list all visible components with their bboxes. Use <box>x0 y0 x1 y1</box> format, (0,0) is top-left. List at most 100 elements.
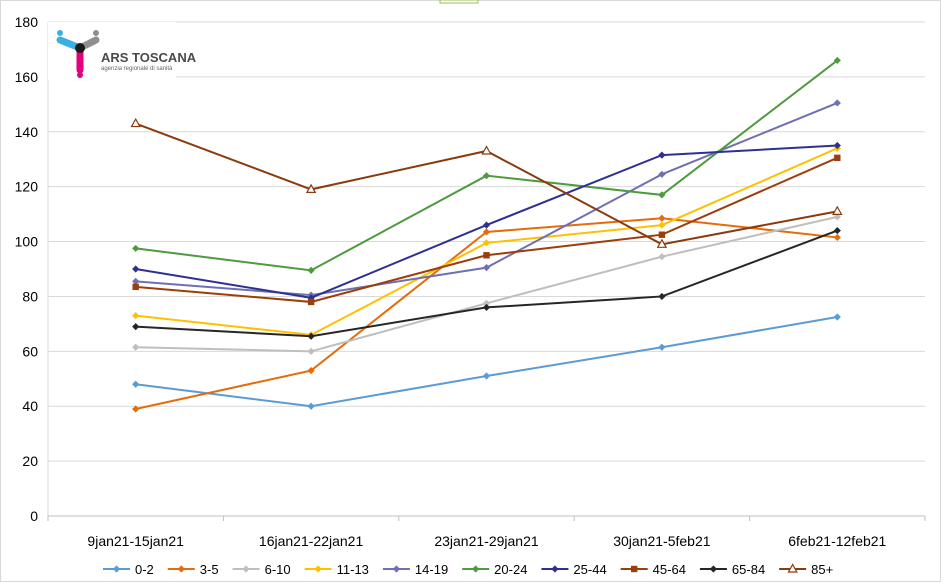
y-tick-label: 80 <box>22 288 38 304</box>
data-point <box>307 366 315 375</box>
y-tick-label: 20 <box>22 453 38 469</box>
data-point <box>658 343 666 351</box>
data-point <box>307 332 315 340</box>
legend-label: 0-2 <box>135 562 154 577</box>
legend-item: 25-44 <box>541 562 607 577</box>
legend-item: 11-13 <box>304 562 369 577</box>
logo-title: ARS TOSCANA <box>101 50 197 65</box>
y-tick-label: 40 <box>22 398 38 414</box>
data-point <box>482 221 491 229</box>
data-point <box>132 343 140 351</box>
data-point <box>132 283 139 291</box>
legend-item: 65-84 <box>699 562 765 577</box>
logo-cyan-dot <box>57 30 63 36</box>
x-tick-label: 6feb21-12feb21 <box>788 533 886 549</box>
legend-label: 20-24 <box>494 562 527 577</box>
data-point <box>658 191 666 199</box>
data-point <box>832 205 843 215</box>
legend: 0-2 3-5 6-10 11-13 14-19 20-24 25-44 45-64 65-84… <box>103 562 833 577</box>
x-tick-label: 23jan21-29jan21 <box>434 533 539 549</box>
legend-label: 65-84 <box>732 562 765 577</box>
legend-marker <box>787 563 798 573</box>
data-point <box>833 213 841 221</box>
data-point <box>132 405 140 413</box>
y-tick-label: 140 <box>15 124 39 140</box>
series-65-84 <box>132 226 841 340</box>
series-20-24 <box>132 56 841 274</box>
legend-marker <box>177 565 185 573</box>
data-point <box>482 172 491 180</box>
series-3-5 <box>132 214 841 413</box>
legend-marker <box>242 565 250 573</box>
series-25-44 <box>132 141 841 302</box>
series-85+ <box>130 117 843 248</box>
data-point <box>834 154 841 162</box>
data-point <box>833 99 841 107</box>
data-point <box>481 145 492 155</box>
data-point <box>833 313 841 321</box>
y-tick-label: 0 <box>30 508 38 524</box>
data-point <box>307 347 315 355</box>
legend-label: 25-44 <box>573 562 606 577</box>
y-tick-label: 180 <box>15 14 39 30</box>
data-point <box>658 221 666 229</box>
x-tick-label: 9jan21-15jan21 <box>87 533 184 549</box>
data-point <box>482 372 491 380</box>
legend-label: 45-64 <box>653 562 686 577</box>
data-point <box>132 323 140 331</box>
data-point <box>130 117 141 128</box>
data-point <box>132 277 140 285</box>
legend-marker <box>551 565 559 573</box>
legend-item: 3-5 <box>167 562 219 577</box>
legend-item: 14-19 <box>382 562 448 577</box>
logo-gray-dot <box>93 30 99 36</box>
data-point <box>307 294 315 302</box>
axes: 0 20 40 60 80 100 120 140 160 180 9jan21-15jan21 16… <box>15 14 926 549</box>
y-tick-label: 160 <box>15 69 39 85</box>
logo-center-dot <box>75 43 85 53</box>
data-point <box>658 151 666 159</box>
legend-marker <box>709 565 718 573</box>
data-point <box>833 233 841 242</box>
series-45-64 <box>132 154 841 306</box>
data-point <box>658 231 666 238</box>
series-0-2 <box>132 313 841 410</box>
x-tick-label: 16jan21-22jan21 <box>259 533 364 549</box>
data-point <box>833 226 841 235</box>
legend-label: 14-19 <box>415 562 448 577</box>
legend-item: 20-24 <box>462 562 527 577</box>
data-point <box>658 292 666 301</box>
y-tick-label: 120 <box>15 179 39 195</box>
data-point <box>482 228 491 236</box>
legend-label: 6-10 <box>265 562 291 577</box>
series-lines <box>130 56 843 413</box>
logo-background <box>48 22 176 80</box>
data-point <box>482 299 491 307</box>
legend-label: 85+ <box>811 562 833 577</box>
data-point <box>132 265 140 273</box>
data-point <box>483 252 490 259</box>
legend-label: 3-5 <box>200 562 219 577</box>
ars-toscana-logo: ARS TOSCANA agenzia regionale di sanità <box>48 22 197 80</box>
data-point <box>658 253 666 261</box>
data-point <box>482 264 491 272</box>
logo-subtitle: agenzia regionale di sanità <box>101 66 173 72</box>
data-point <box>833 56 841 65</box>
data-point <box>307 402 315 410</box>
legend-marker <box>314 565 322 573</box>
legend-marker <box>112 565 121 573</box>
series-6-10 <box>132 213 841 355</box>
data-point <box>482 239 491 247</box>
y-tick-label: 60 <box>22 343 38 359</box>
top-tab-marker <box>439 0 479 4</box>
data-point <box>833 141 841 150</box>
legend-marker <box>472 565 480 573</box>
legend-marker <box>392 565 401 573</box>
data-point <box>656 238 668 248</box>
legend-marker <box>630 565 638 573</box>
legend-item: 0-2 <box>103 562 154 577</box>
data-point <box>132 380 140 388</box>
